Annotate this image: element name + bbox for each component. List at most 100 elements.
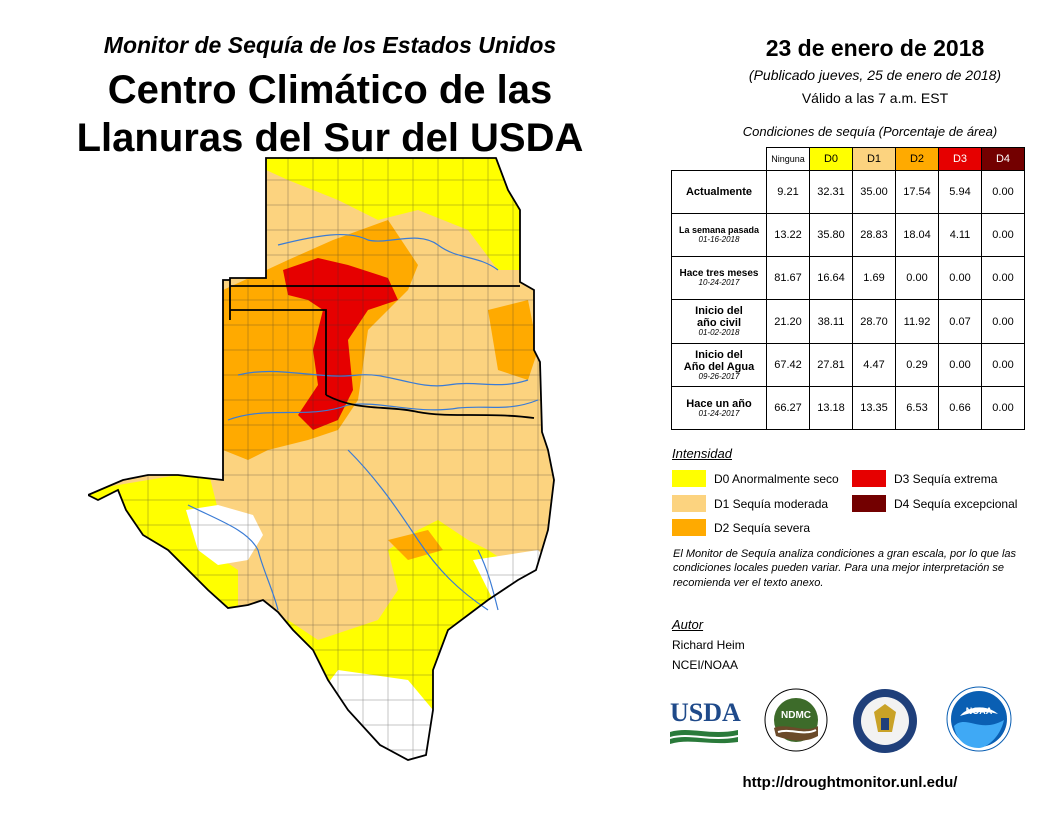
d3-area [283, 258, 398, 430]
row-label-last-week: La semana pasada 01-16-2018 [671, 213, 767, 257]
table-corner [672, 148, 767, 171]
published-date: (Publicado jueves, 25 de enero de 2018) [748, 67, 1002, 83]
region-title-line2: Llanuras del Sur del USDA [76, 116, 584, 160]
table-cell: 32.31 [809, 170, 853, 214]
table-cell: 11.92 [895, 299, 939, 344]
ndmc-logo: NDMC [764, 688, 828, 752]
noaa-logo-graphic [946, 686, 1012, 752]
column-header-d1: D1 [852, 147, 896, 171]
table-row: Hace un año 01-24-2017 66.27 13.18 13.35 … [671, 386, 1025, 430]
legend-label: D1 Sequía moderada [714, 496, 829, 511]
column-header-d0: D0 [809, 147, 853, 171]
table-cell: 38.11 [809, 299, 853, 344]
table-caption: Condiciones de sequía (Porcentaje de áre… [742, 124, 998, 139]
rivers [187, 233, 539, 611]
table-row: Inicio del año civil 01-02-2018 21.20 38.1… [671, 299, 1025, 344]
noaa-logo: NOAA [946, 686, 1012, 752]
legend-item-d3: D3 Sequía extrema [852, 470, 997, 487]
table-cell: 13.22 [766, 213, 810, 257]
column-header-none: Ninguna [766, 147, 810, 171]
drought-monitor-link[interactable]: http://droughtmonitor.unl.edu/ [742, 774, 958, 791]
row-label-current: Actualmente [671, 170, 767, 214]
table-cell: 28.83 [852, 213, 896, 257]
table-cell: 28.70 [852, 299, 896, 344]
table-cell: 81.67 [766, 256, 810, 300]
row-label-one-year: Hace un año 01-24-2017 [671, 386, 767, 430]
region-title-line1: Centro Climático de las [107, 68, 553, 112]
legend-swatch-d4 [852, 495, 886, 512]
table-cell: 67.42 [766, 343, 810, 387]
no-drought-area-east [473, 550, 554, 620]
table-cell: 35.80 [809, 213, 853, 257]
table-cell: 4.11 [938, 213, 982, 257]
doc-seal-graphic [853, 689, 917, 753]
table-cell: 0.00 [938, 343, 982, 387]
table-cell: 6.53 [895, 386, 939, 430]
row-label-calendar-year: Inicio del año civil 01-02-2018 [671, 299, 767, 344]
column-header-d4: D4 [981, 147, 1025, 171]
table-cell: 0.00 [938, 256, 982, 300]
row-label-water-year: Inicio del Año del Agua 09-26-2017 [671, 343, 767, 387]
interpretation-note: El Monitor de Sequía analiza condiciones… [673, 548, 1017, 589]
legend-swatch-d1 [672, 495, 706, 512]
table-cell: 0.00 [981, 170, 1025, 214]
table-cell: 16.64 [809, 256, 853, 300]
usda-logo-waves [670, 730, 738, 744]
legend-swatch-d2 [672, 519, 706, 536]
state-borders [230, 285, 535, 419]
legend-title: Intensidad [672, 446, 732, 461]
legend-item-d0: D0 Anormalmente seco [672, 470, 839, 487]
ndmc-logo-graphic [764, 688, 828, 752]
table-cell: 66.27 [766, 386, 810, 430]
legend-swatch-d3 [852, 470, 886, 487]
table-cell: 0.00 [981, 256, 1025, 300]
table-cell: 0.66 [938, 386, 982, 430]
table-cell: 13.35 [852, 386, 896, 430]
table-cell: 0.00 [895, 256, 939, 300]
table-cell: 17.54 [895, 170, 939, 214]
legend-swatch-d0 [672, 470, 706, 487]
table-cell: 35.00 [852, 170, 896, 214]
table-cell: 0.00 [981, 386, 1025, 430]
legend-item-d2: D2 Sequía severa [672, 519, 810, 536]
table-row: Inicio del Año del Agua 09-26-2017 67.42 2… [671, 343, 1025, 387]
table-cell: 0.00 [981, 343, 1025, 387]
author-org: NCEI/NOAA [672, 658, 739, 672]
table-header-row: Ninguna D0 D1 D2 D3 D4 [672, 147, 1025, 171]
column-header-d2: D2 [895, 147, 939, 171]
table-cell: 0.07 [938, 299, 982, 344]
map-subtitle: Monitor de Sequía de los Estados Unidos [103, 32, 557, 58]
table-cell: 21.20 [766, 299, 810, 344]
drought-map [88, 157, 555, 761]
author-label: Autor [672, 617, 704, 632]
region-outline [88, 157, 555, 761]
valid-time: Válido a las 7 a.m. EST [801, 90, 949, 106]
legend-label: D4 Sequía excepcional [894, 496, 1018, 511]
d2-area-central [388, 530, 443, 560]
legend-label: D3 Sequía extrema [894, 471, 998, 486]
table-row: La semana pasada 01-16-2018 13.22 35.80 2… [671, 213, 1025, 257]
table-cell: 0.00 [981, 213, 1025, 257]
drought-conditions-table: Ninguna D0 D1 D2 D3 D4 Actualmente 9.21 … [671, 147, 1025, 430]
table-cell: 9.21 [766, 170, 810, 214]
column-header-d3: D3 [938, 147, 982, 171]
table-row: Actualmente 9.21 32.31 35.00 17.54 5.94 … [671, 170, 1025, 214]
usda-logo: USDA [670, 700, 741, 748]
table-cell: 0.00 [981, 299, 1025, 344]
legend-label: D2 Sequía severa [714, 520, 811, 535]
legend-item-d1: D1 Sequía moderada [672, 495, 828, 512]
row-label-three-months: Hace tres meses 10-24-2017 [671, 256, 767, 300]
table-row: Hace tres meses 10-24-2017 81.67 16.64 1.… [671, 256, 1025, 300]
doc-seal-logo [852, 688, 918, 754]
author-name: Richard Heim [672, 638, 745, 652]
table-cell: 5.94 [938, 170, 982, 214]
map-date: 23 de enero de 2018 [765, 35, 985, 61]
table-cell: 4.47 [852, 343, 896, 387]
legend-item-d4: D4 Sequía excepcional [852, 495, 1017, 512]
table-cell: 13.18 [809, 386, 853, 430]
table-cell: 0.29 [895, 343, 939, 387]
legend-label: D0 Anormalmente seco [714, 471, 839, 486]
table-cell: 18.04 [895, 213, 939, 257]
table-cell: 1.69 [852, 256, 896, 300]
table-cell: 27.81 [809, 343, 853, 387]
